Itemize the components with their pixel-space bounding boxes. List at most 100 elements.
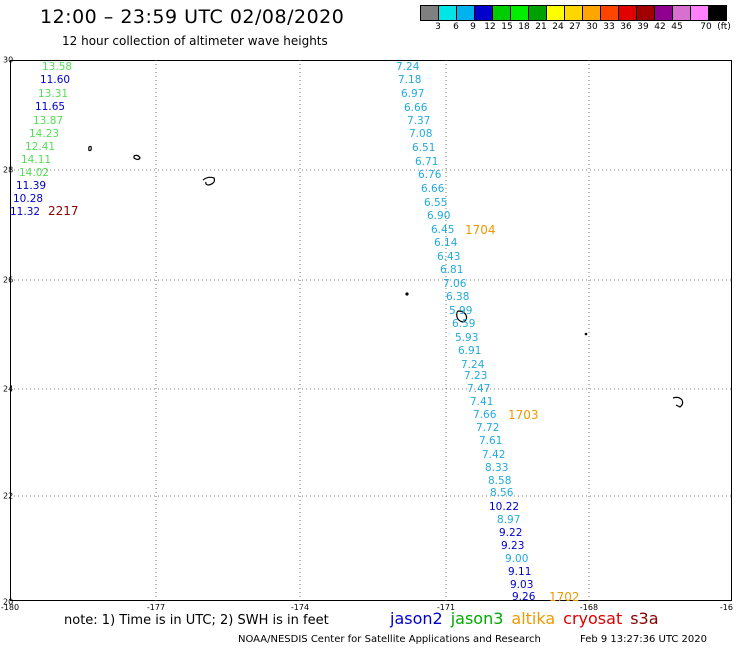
color-scale-swatch [636,5,655,21]
color-scale-swatch [546,5,565,21]
wave-height-label: 11.32 [10,206,41,218]
wave-height-label: 5.99 [449,305,473,317]
wave-height-label: 6.71 [415,156,439,168]
wave-height-label: 11.39 [16,180,47,192]
color-scale-label: 39 [637,22,649,32]
wave-height-label: 7.08 [409,128,433,140]
wave-height-label: 7.72 [476,422,500,434]
wave-height-label: 6.51 [412,142,436,154]
color-scale-label: 3 [435,22,441,32]
island-shape [672,396,684,408]
color-scale-swatch [528,5,547,21]
color-scale-swatch [456,5,475,21]
color-scale-unit: (ft) [717,22,731,32]
wave-height-label: 10.28 [13,193,44,205]
color-scale-labels: 3 6 9 12 15 18 21 24 27 30 33 36 39 42 45 70 (ft) [421,22,740,34]
color-scale-label: 15 [501,22,513,32]
y-tick-label: 28 [3,165,14,175]
pass-time-label: 1702 [549,590,580,604]
wave-height-label: 9.26 [512,591,536,603]
wave-height-label: 11.65 [35,101,66,113]
footer-note: note: 1) Time is in UTC; 2) SWH is in fe… [64,613,329,628]
wave-height-label: 9.22 [499,527,523,539]
color-scale-swatch [420,5,439,21]
footer-timestamp: Feb 9 13:27:36 UTC 2020 [580,634,707,645]
color-scale-swatch [582,5,601,21]
wave-height-label: 7.42 [482,449,506,461]
satellite-name: altika [511,609,556,628]
wave-height-label: 7.47 [467,383,491,395]
satellite-name: cryosat [563,609,623,628]
island-shape [456,310,468,323]
wave-height-label: 7.37 [407,115,431,127]
wave-height-label: 14.02 [19,167,50,179]
island-shape [88,145,92,152]
color-scale-swatch [564,5,583,21]
satellite-name: s3a [630,609,659,628]
wave-height-label: 10.22 [489,501,520,513]
x-tick-label: -16 [719,603,733,612]
color-scale-swatch [438,5,457,21]
color-scale-swatch [600,5,619,21]
color-scale-label: 21 [535,22,547,32]
wave-height-label: 6.90 [427,210,451,222]
color-scale-swatch [492,5,511,21]
color-scale-swatch [618,5,637,21]
wave-height-label: 6.38 [446,291,470,303]
wave-height-label: 8.33 [485,462,509,474]
wave-height-label: 8.97 [497,514,521,526]
x-tick-label: -174 [290,603,310,612]
wave-height-label: 13.87 [33,115,64,127]
color-scale-label: 27 [569,22,581,32]
wave-height-label: 9.23 [501,540,525,552]
x-tick-label: -168 [579,603,599,612]
color-scale-label: 6 [453,22,459,32]
wave-height-label: 7.66 [473,409,497,421]
color-scale-swatch [510,5,529,21]
color-scale-label: 30 [586,22,598,32]
wave-height-label: 13.31 [38,88,69,100]
color-scale-label: 33 [603,22,615,32]
wave-height-label: 6.97 [401,88,425,100]
wave-height-label: 6.14 [434,237,458,249]
grid-lines [10,60,732,601]
island-shape [202,176,216,186]
satellite-legend: jason2 jason3 altika cryosat s3a [390,609,667,628]
wave-height-label: 6.55 [424,197,448,209]
wave-height-label: 8.58 [488,475,512,487]
wave-height-label: 8.56 [490,487,514,499]
color-scale-label: 24 [552,22,564,32]
pass-time-label: 2217 [48,204,79,218]
x-tick-label: -171 [436,603,456,612]
wave-height-label: 14.11 [21,154,52,166]
y-tick-label: 22 [3,491,14,501]
wave-height-label: 14.23 [29,128,60,140]
color-scale-bar [420,5,727,21]
pass-time-label: 1703 [508,408,539,422]
y-tick-label: 30 [3,55,14,65]
wave-height-label: 5.93 [455,332,479,344]
wave-height-label: 12.41 [25,141,56,153]
y-tick-label: 20 [3,597,14,607]
map-plot-frame [10,60,732,601]
wave-height-label: 6.45 [431,224,455,236]
x-tick-label: -177 [146,603,166,612]
island-shape [133,154,141,161]
page-title: 12:00 – 23:59 UTC 02/08/2020 [40,6,345,28]
color-scale-swatch [654,5,673,21]
y-tick-label: 24 [3,384,14,394]
color-scale-label: 45 [671,22,683,32]
color-scale-label: 70 [700,22,712,32]
wave-height-label: 7.24 [396,61,420,73]
map-plot-area [10,60,732,601]
wave-height-label: 6.91 [458,345,482,357]
color-scale-label: 18 [518,22,530,32]
color-scale-label: 12 [484,22,496,32]
color-scale-swatch [474,5,493,21]
color-scale-label: 9 [470,22,476,32]
wave-height-label: 11.60 [40,74,71,86]
wave-height-label: 6.81 [440,264,464,276]
color-scale-label: 36 [620,22,632,32]
color-scale-swatch [672,5,691,21]
wave-height-label: 6.66 [421,183,445,195]
